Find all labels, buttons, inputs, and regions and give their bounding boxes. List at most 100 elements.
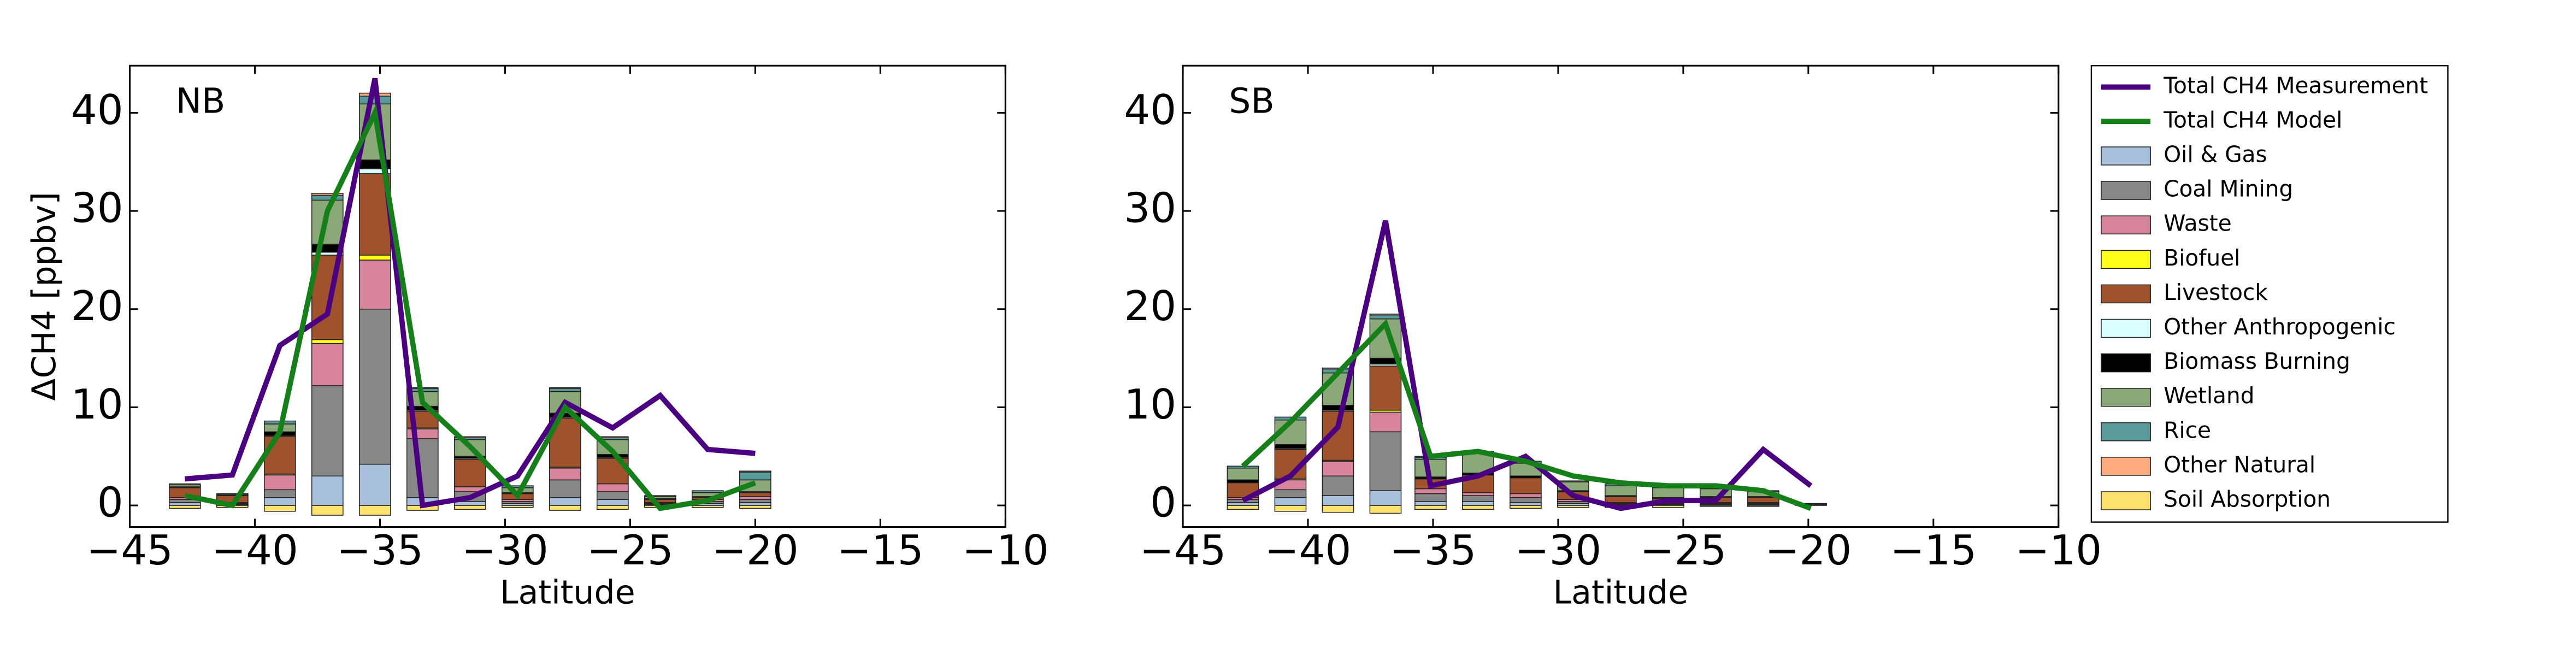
- x-tick-label: −45: [86, 526, 173, 574]
- legend-swatch: [2101, 319, 2151, 338]
- legend-label: Coal Mining: [2164, 176, 2293, 202]
- bar-segment: [263, 436, 296, 475]
- y-tick-label: 20: [1124, 282, 1176, 330]
- bar-segment: [1510, 505, 1542, 509]
- legend-swatch: [2101, 422, 2151, 441]
- bar-segment: [1414, 493, 1447, 502]
- bar-segment: [597, 505, 629, 510]
- legend-swatch: [2101, 457, 2151, 476]
- x-tick-label: −10: [2015, 526, 2102, 574]
- x-axis-label: Latitude: [1553, 573, 1688, 611]
- line-series: [1241, 319, 1812, 511]
- legend-swatch: [2101, 387, 2151, 407]
- y-tick-label: 40: [71, 86, 123, 134]
- legend-label: Soil Absorption: [2164, 486, 2331, 512]
- bar-segment: [1322, 461, 1354, 476]
- bar-segment: [359, 505, 391, 516]
- bar-segment: [1322, 495, 1354, 506]
- bar-segment: [1322, 505, 1354, 513]
- x-tick-label: −25: [1640, 526, 1727, 574]
- bar-segment: [1274, 444, 1307, 449]
- bar-segment: [597, 436, 629, 438]
- y-tick-label: 30: [71, 184, 123, 232]
- bar-segment: [1510, 497, 1542, 503]
- x-tick-label: −10: [962, 526, 1049, 574]
- bar-segment: [168, 483, 201, 486]
- plot-area: [1183, 66, 2059, 527]
- x-tick-label: −35: [337, 526, 423, 574]
- bar-segment: [644, 495, 676, 497]
- bar-segment: [1462, 501, 1494, 506]
- legend-label: Biomass Burning: [2164, 348, 2350, 374]
- bar-segment: [549, 388, 581, 392]
- bar-segment: [1747, 497, 1779, 503]
- bar-segment: [359, 463, 391, 506]
- bar-segment: [263, 489, 296, 498]
- bar-segment: [359, 260, 391, 310]
- legend-label: Biofuel: [2164, 245, 2240, 271]
- y-tick-label: 30: [1124, 184, 1176, 232]
- legend-label: Other Natural: [2164, 451, 2315, 478]
- y-tick-label: 10: [1124, 380, 1176, 428]
- x-tick-label: −25: [587, 526, 674, 574]
- bar-segment: [311, 343, 344, 386]
- bar-segment: [1369, 490, 1402, 506]
- bar-segment: [739, 470, 771, 473]
- bar-segment: [168, 502, 201, 506]
- bar-segment: [1369, 313, 1402, 316]
- y-tick-label: 0: [1150, 479, 1176, 527]
- legend-swatch: [2101, 146, 2151, 166]
- bar-segment: [263, 497, 296, 506]
- line-series: [184, 104, 757, 511]
- bar-segment: [739, 505, 771, 509]
- bar-segment: [692, 505, 724, 508]
- bar-segment: [1369, 431, 1402, 491]
- x-tick-label: −40: [211, 526, 298, 574]
- x-tick-label: −20: [712, 526, 799, 574]
- bar-segment: [1747, 505, 1779, 507]
- bar-segment: [311, 505, 344, 516]
- y-tick-label: 20: [71, 282, 123, 330]
- bar-segment: [739, 472, 771, 481]
- bar-segment: [739, 499, 771, 503]
- bar-segment: [1414, 505, 1447, 510]
- bar-segment: [359, 309, 391, 465]
- y-axis-label: ΔCH4 [ppbv]: [25, 192, 63, 400]
- legend-swatch: [2101, 284, 2151, 304]
- bar-segment: [311, 193, 344, 196]
- bar-segment: [1462, 505, 1494, 510]
- bar-segment: [1510, 478, 1542, 494]
- legend-swatch: [2101, 353, 2151, 373]
- x-tick-label: −40: [1265, 526, 1352, 574]
- bar-segment: [1274, 489, 1307, 498]
- bar-segment: [644, 499, 676, 503]
- bar-segment: [1369, 314, 1402, 320]
- bar-segment: [1510, 493, 1542, 498]
- bar-segment: [549, 468, 581, 481]
- bar-segment: [1369, 366, 1402, 411]
- bar-segment: [1369, 411, 1402, 433]
- legend-label: Total CH4 Model: [2163, 107, 2342, 133]
- x-axis-label: Latitude: [500, 573, 635, 611]
- legend-label: Livestock: [2164, 279, 2268, 305]
- legend-swatch: [2101, 491, 2151, 510]
- x-tick-label: −30: [462, 526, 549, 574]
- legend-label: Total CH4 Measurement: [2163, 72, 2428, 98]
- bar-segment: [1652, 487, 1684, 498]
- x-tick-label: −35: [1390, 526, 1477, 574]
- bar-segment: [549, 505, 581, 511]
- bar-segment: [692, 490, 724, 493]
- legend-swatch: [2101, 181, 2151, 200]
- panel-annotation: NB: [176, 80, 226, 121]
- bar-segment: [1322, 405, 1354, 411]
- bar-segment: [502, 505, 534, 508]
- bar-segment: [1227, 502, 1259, 506]
- panel-annotation: SB: [1229, 80, 1274, 121]
- bar-segment: [597, 491, 629, 500]
- bar-segment: [739, 502, 771, 506]
- bar-segment: [359, 255, 391, 261]
- bar-segment: [1414, 501, 1447, 506]
- bar-segment: [1369, 505, 1402, 514]
- bar-segment: [1227, 468, 1259, 481]
